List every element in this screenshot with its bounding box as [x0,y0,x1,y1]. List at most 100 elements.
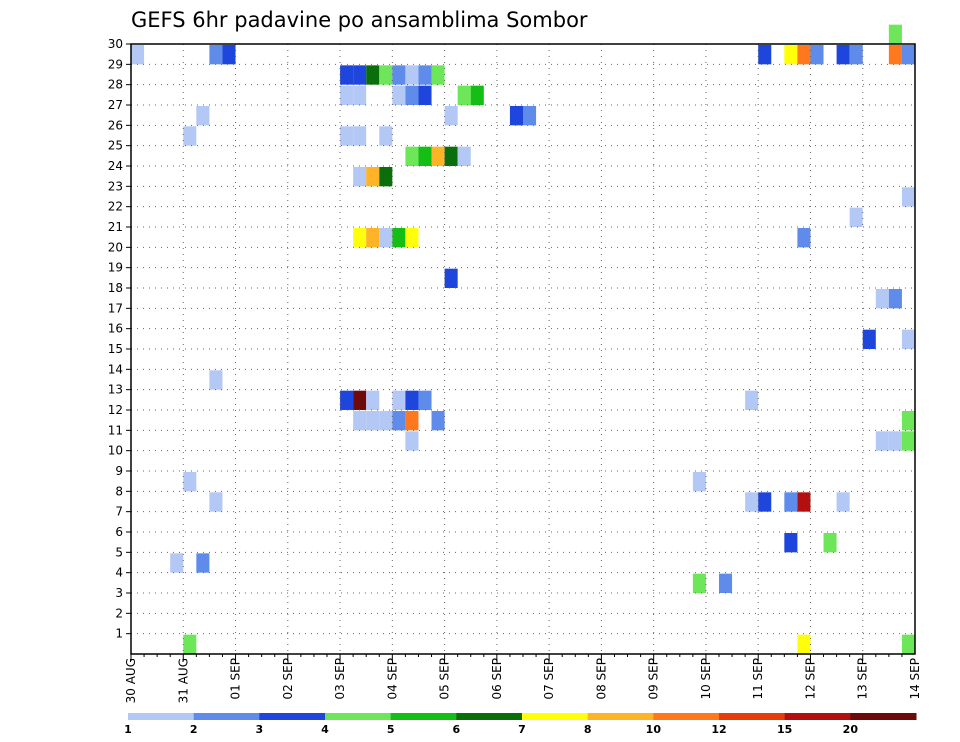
heatmap-cell [836,45,850,65]
heatmap-cell [353,65,367,85]
heatmap-cell [392,411,406,431]
heatmap-cell [692,573,706,593]
x-tick-label: 03 SEP [333,658,347,700]
y-tick-label: 21 [108,220,123,234]
colorbar-label: 12 [711,723,726,736]
heatmap-cell [366,167,380,187]
heatmap-cell [901,411,915,431]
colorbar-swatch [719,713,786,720]
heatmap-cell [888,431,902,451]
heatmap-cell [784,45,798,65]
x-tick-label: 04 SEP [385,658,399,700]
heatmap-cell [353,126,367,146]
heatmap-cell [523,106,537,126]
heatmap-cell [509,106,523,126]
y-tick-label: 1 [115,627,123,641]
y-tick-label: 6 [115,525,123,539]
heatmap-cell [392,65,406,85]
heatmap-cell [405,390,419,410]
colorbar-swatch [325,713,392,720]
heatmap-cell [457,146,471,166]
colorbar-swatch [259,713,326,720]
y-tick-label: 28 [108,78,123,92]
x-tick-label: 30 AUG [124,658,138,703]
y-tick-label: 17 [108,301,123,315]
heatmap-cell [810,45,824,65]
y-tick-label: 9 [115,464,123,478]
heatmap-cells [131,24,915,654]
y-tick-label: 15 [108,342,123,356]
heatmap-cell [379,167,393,187]
heatmap-cell [797,45,811,65]
heatmap-cell [875,289,889,309]
y-tick-label: 29 [108,57,123,71]
heatmap-cell [366,228,380,248]
colorbar-swatch [522,713,589,720]
heatmap-cell [379,411,393,431]
heatmap-cell [209,45,223,65]
y-tick-label: 8 [115,484,123,498]
heatmap-cell [183,634,197,654]
heatmap-cell [183,126,197,146]
colorbar-swatch [587,713,654,720]
heatmap-cell [340,85,354,105]
heatmap-cell [823,533,837,553]
colorbar-swatch [456,713,523,720]
y-tick-label: 12 [108,403,123,417]
heatmap-cell [196,553,210,573]
colorbar-label: 3 [256,723,264,736]
colorbar-label: 7 [518,723,526,736]
y-tick-label: 14 [108,362,123,376]
heatmap-cell [784,533,798,553]
colorbar-label: 6 [453,723,461,736]
heatmap-cell [418,65,432,85]
heatmap-cell [353,411,367,431]
colorbar-label: 1 [124,723,132,736]
heatmap-cell [901,45,915,65]
x-tick-label: 13 SEP [856,658,870,700]
heatmap-cell [392,390,406,410]
y-tick-label: 26 [108,118,123,132]
heatmap-cell [431,65,445,85]
heatmap-cell [392,228,406,248]
heatmap-cell [340,390,354,410]
colorbar-swatch [653,713,720,720]
heatmap-cell [888,289,902,309]
heatmap-cell [849,207,863,227]
gridlines [131,44,915,654]
heatmap-cell [758,492,772,512]
colorbar-label: 15 [777,723,792,736]
heatmap-cell [353,85,367,105]
x-axis: 30 AUG 31 AUG 01 SEP 02 SEP 03 SEP 04 SEP 05 S… [124,654,922,703]
y-tick-label: 27 [108,98,123,112]
colorbar-swatch [784,713,851,720]
heatmap-cell [901,634,915,654]
heatmap-cell [784,492,798,512]
colorbar: 1 2 3 4 5 6 7 8 10 12 15 20 [124,713,917,736]
y-tick-label: 16 [108,322,123,336]
heatmap-cell [758,45,772,65]
heatmap-cell [340,126,354,146]
heatmap-cell [797,634,811,654]
colorbar-swatch [128,713,195,720]
heatmap-cell [444,146,458,166]
heatmap-cell [366,411,380,431]
heatmap-cell [797,492,811,512]
colorbar-swatch [850,713,917,720]
heatmap-cell [366,65,380,85]
heatmap-cell [836,492,850,512]
y-tick-label: 24 [108,159,123,173]
heatmap-cell [745,492,759,512]
heatmap-cell [719,573,733,593]
heatmap-cell [888,45,902,65]
heatmap-cell [405,65,419,85]
y-tick-label: 30 [108,37,123,51]
x-tick-label: 06 SEP [490,658,504,700]
x-tick-label: 14 SEP [908,658,922,700]
colorbar-label: 4 [321,723,329,736]
heatmap-cell [170,553,184,573]
heatmap-cell [849,45,863,65]
x-tick-label: 08 SEP [594,658,608,700]
colorbar-label: 20 [843,723,859,736]
heatmap-cell [431,146,445,166]
